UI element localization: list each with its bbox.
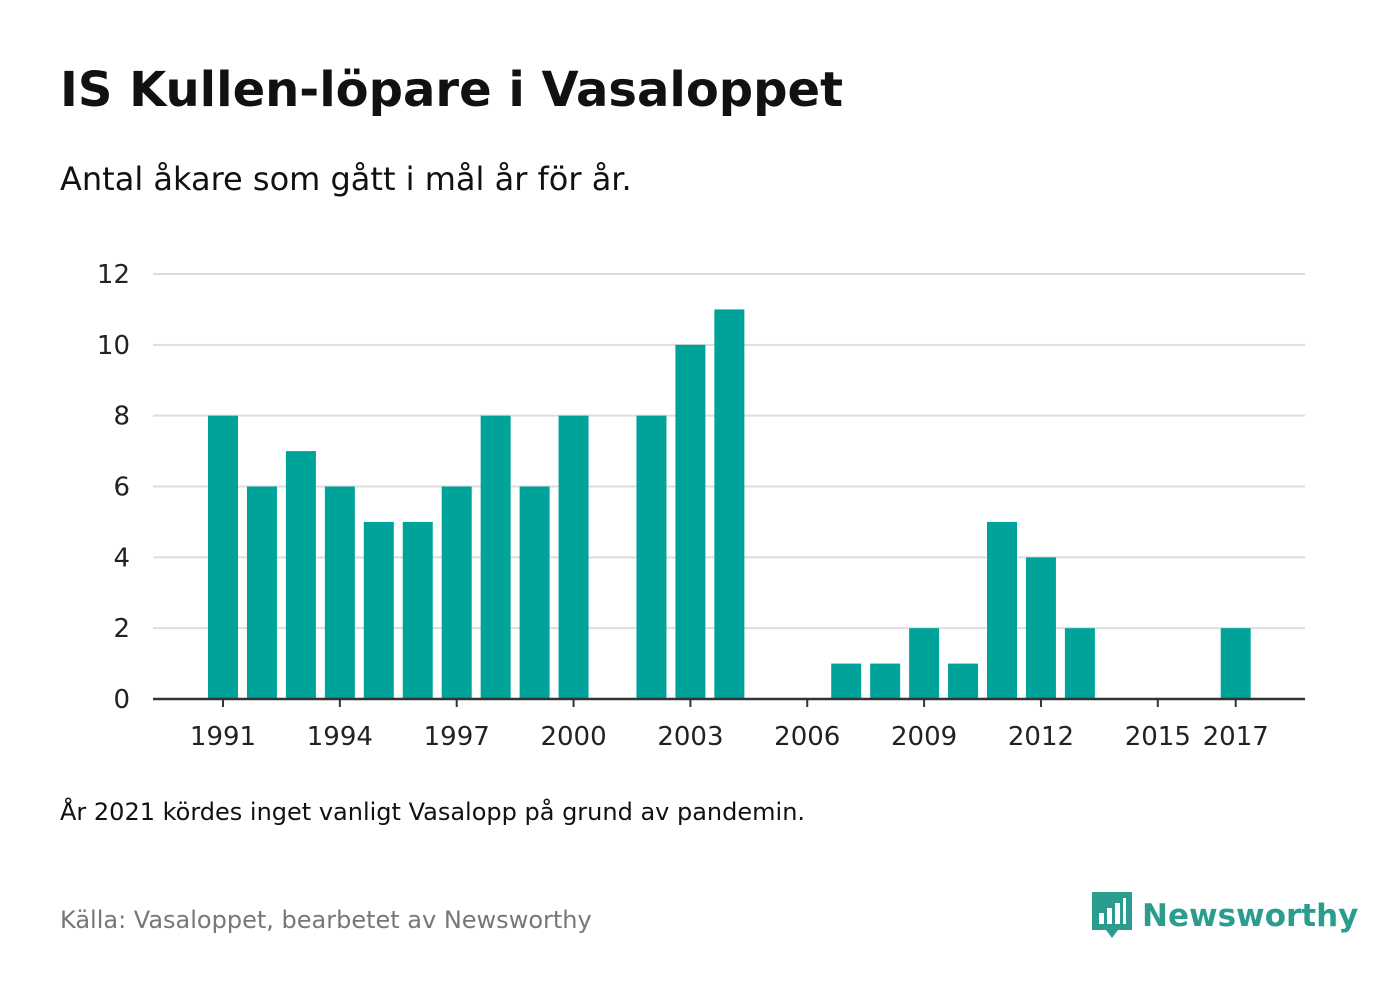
bar-1995 (363, 521, 394, 699)
y-tick-label: 2 (113, 614, 130, 644)
bar-2009 (909, 628, 940, 699)
bar-2007 (831, 663, 862, 699)
bar-1999 (519, 486, 550, 699)
x-tick-label: 2017 (1203, 722, 1269, 752)
y-tick-label: 10 (97, 331, 130, 361)
bar-2010 (948, 663, 979, 699)
y-tick-label: 12 (97, 260, 130, 290)
brand-name: Newsworthy (1142, 898, 1359, 934)
bar-1994 (324, 486, 355, 699)
bar-2008 (870, 663, 901, 699)
y-tick-label: 8 (113, 402, 130, 432)
bars (208, 309, 1251, 699)
bar-1991 (208, 415, 238, 699)
x-tick-label: 2012 (1008, 722, 1074, 752)
bar-2003 (675, 344, 706, 699)
footnote: År 2021 kördes inget vanligt Vasalopp på… (60, 798, 806, 826)
chart-subtitle: Antal åkare som gått i mål år för år. (60, 160, 632, 198)
bar-1996 (402, 521, 433, 699)
bar-2017 (1220, 628, 1251, 699)
tick-labels: 0 2 4 6 8 10 12 1991 1994 1997 2000 2003 2006 2009 201… (97, 260, 1269, 752)
x-tick-label: 1997 (424, 722, 490, 752)
y-tick-label: 0 (113, 685, 130, 715)
axes (153, 697, 1305, 707)
y-tick-label: 6 (113, 473, 130, 503)
bar-1997 (441, 486, 472, 699)
x-tick-label: 2006 (774, 722, 840, 752)
x-tick-label: 2009 (891, 722, 957, 752)
x-tick-label: 1991 (190, 722, 256, 752)
x-tick-label: 2000 (540, 722, 606, 752)
bar-1998 (480, 415, 511, 699)
source-text: Källa: Vasaloppet, bearbetet av Newswort… (60, 906, 592, 934)
bar-2004 (714, 309, 745, 699)
bar-2011 (987, 521, 1017, 699)
bar-1992 (246, 486, 277, 699)
bar-1993 (285, 451, 316, 699)
newsworthy-logo[interactable]: Newsworthy (1092, 892, 1358, 940)
x-tick-label: 2015 (1125, 722, 1191, 752)
chart-title: IS Kullen-löpare i Vasaloppet (60, 62, 844, 118)
newsworthy-logo-icon (1092, 892, 1132, 938)
bar-2013 (1064, 628, 1095, 699)
y-tick-label: 4 (113, 543, 130, 573)
bar-2012 (1025, 557, 1056, 699)
bar-2002 (636, 415, 667, 699)
x-tick-label: 2003 (657, 722, 723, 752)
x-tick-label: 1994 (307, 722, 373, 752)
bar-2000 (558, 415, 589, 699)
bar-chart: 0 2 4 6 8 10 12 1991 1994 1997 2000 2003 2006 2009 201… (97, 260, 1305, 752)
